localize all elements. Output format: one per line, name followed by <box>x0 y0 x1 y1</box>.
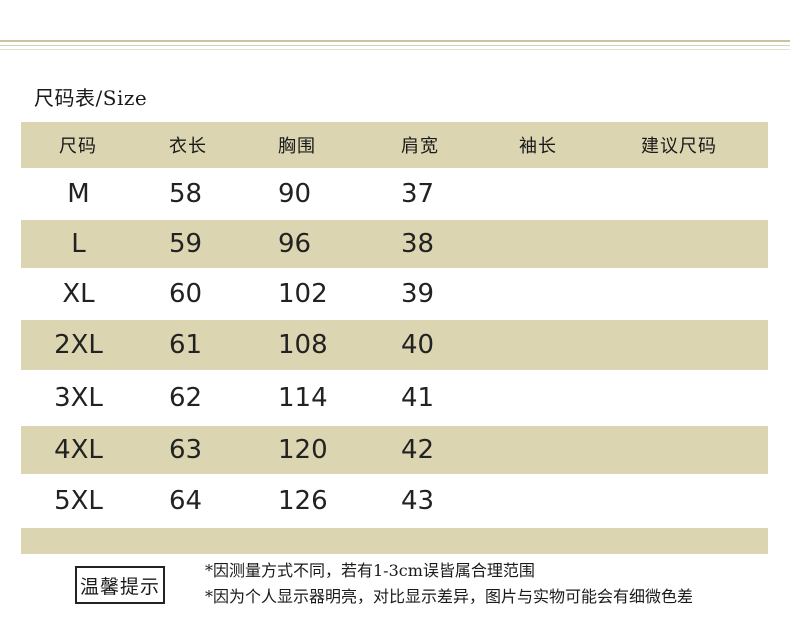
chest-cell: 96 <box>278 229 312 259</box>
header-size: 尺码 <box>59 136 97 157</box>
header-recommended: 建议尺码 <box>641 136 717 157</box>
size-cell: M <box>67 179 90 209</box>
chest-cell: 90 <box>278 179 312 209</box>
chest-cell: 126 <box>278 486 328 516</box>
table-footer-band <box>21 528 768 554</box>
mask-patch <box>632 382 768 414</box>
size-cell: 3XL <box>54 383 103 413</box>
size-cell: L <box>71 229 86 259</box>
header-length: 衣长 <box>169 136 207 157</box>
decorative-top-lines <box>0 40 790 50</box>
notice-text: *因测量方式不同，若有1-3cm误皆属合理范围 *因为个人显示器明亮，对比显示差… <box>205 558 693 610</box>
shoulder-cell: 42 <box>401 435 435 465</box>
page-title: 尺码表/Size <box>34 86 148 110</box>
length-cell: 63 <box>169 435 203 465</box>
notice-line: *因为个人显示器明亮，对比显示差异，图片与实物可能会有细微色差 <box>205 587 694 606</box>
header-chest: 胸围 <box>278 136 316 157</box>
table-header-row: 尺码 衣长 胸围 肩宽 袖长 建议尺码 <box>21 122 768 168</box>
notice-label: 温馨提示 <box>75 566 165 604</box>
table-row: L 59 96 38 <box>21 220 768 268</box>
table-row: 2XL 61 108 40 <box>21 320 768 370</box>
shoulder-cell: 43 <box>401 486 435 516</box>
length-cell: 58 <box>169 179 203 209</box>
notice-line: *因测量方式不同，若有1-3cm误皆属合理范围 <box>205 561 535 580</box>
shoulder-cell: 37 <box>401 179 435 209</box>
chest-cell: 114 <box>278 383 328 413</box>
shoulder-cell: 38 <box>401 229 435 259</box>
mask-patch <box>634 484 768 518</box>
chest-cell: 120 <box>278 435 328 465</box>
length-cell: 62 <box>169 383 203 413</box>
size-cell: 4XL <box>54 435 103 465</box>
length-cell: 59 <box>169 229 203 259</box>
size-cell: XL <box>62 279 95 309</box>
mask-patch <box>636 275 768 307</box>
table-row: 4XL 63 120 42 <box>21 426 768 474</box>
chest-cell: 108 <box>278 330 328 360</box>
length-cell: 64 <box>169 486 203 516</box>
length-cell: 60 <box>169 279 203 309</box>
shoulder-cell: 39 <box>401 279 435 309</box>
mask-patch <box>630 178 768 208</box>
length-cell: 61 <box>169 330 203 360</box>
header-sleeve: 袖长 <box>519 136 557 157</box>
header-shoulder: 肩宽 <box>401 136 439 157</box>
size-cell: 5XL <box>54 486 103 516</box>
size-cell: 2XL <box>54 330 103 360</box>
shoulder-cell: 40 <box>401 330 435 360</box>
chest-cell: 102 <box>278 279 328 309</box>
shoulder-cell: 41 <box>401 383 435 413</box>
